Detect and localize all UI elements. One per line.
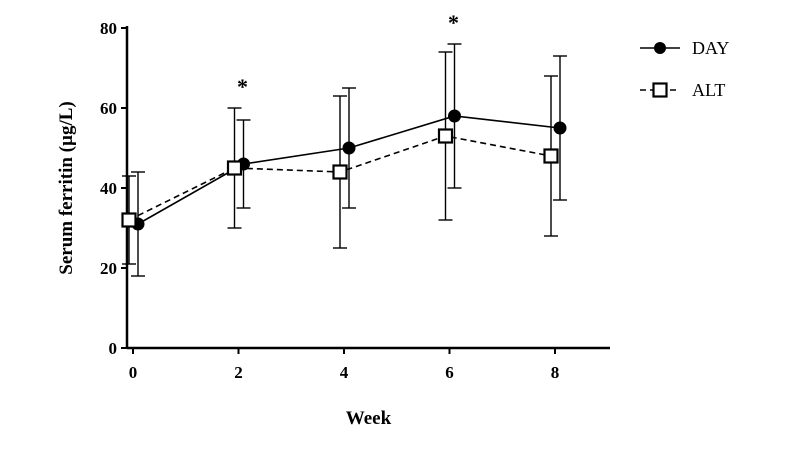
y-tick-label: 0 bbox=[109, 339, 118, 358]
x-tick-label: 4 bbox=[340, 363, 349, 382]
x-tick-label: 6 bbox=[445, 363, 454, 382]
y-axis-title: Serum ferritin (µg/L) bbox=[56, 101, 77, 274]
legend-label: ALT bbox=[692, 80, 725, 100]
plot-area: ** bbox=[121, 10, 567, 277]
x-axis-title: Week bbox=[346, 408, 392, 429]
series-alt bbox=[121, 51, 559, 265]
legend-item-alt: ALT bbox=[640, 80, 725, 100]
y-tick-label: 80 bbox=[100, 19, 117, 38]
x-tick-label: 2 bbox=[234, 363, 243, 382]
data-point bbox=[543, 148, 559, 164]
data-point bbox=[226, 160, 243, 176]
legend-marker bbox=[652, 82, 668, 98]
legend: DAY ALT bbox=[640, 38, 729, 100]
y-tick-label: 40 bbox=[100, 179, 117, 198]
data-point bbox=[121, 212, 137, 228]
axes: 0 20 40 60 80 0 2 4 6 8 bbox=[100, 19, 610, 382]
legend-marker bbox=[654, 42, 666, 54]
data-point bbox=[332, 164, 348, 180]
x-tick-label: 0 bbox=[129, 363, 138, 382]
legend-label: DAY bbox=[692, 38, 729, 58]
data-point bbox=[342, 141, 356, 155]
significance-marker: * bbox=[448, 10, 459, 35]
data-point bbox=[553, 121, 567, 135]
y-tick-label: 20 bbox=[100, 259, 117, 278]
significance-marker: * bbox=[237, 74, 248, 99]
x-tick-label: 8 bbox=[551, 363, 560, 382]
series-day bbox=[131, 43, 567, 277]
data-point bbox=[437, 128, 454, 144]
data-point bbox=[448, 109, 461, 123]
y-tick-label: 60 bbox=[100, 99, 117, 118]
legend-item-day: DAY bbox=[640, 38, 729, 58]
